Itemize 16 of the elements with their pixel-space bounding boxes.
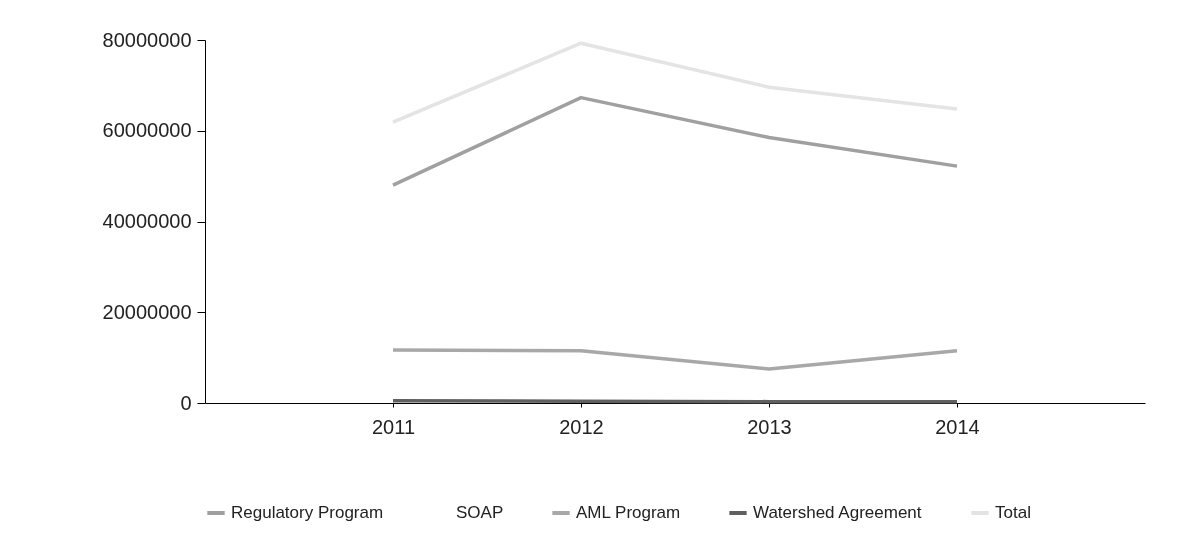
x-tick-label: 2014 [935, 415, 980, 438]
y-tick-label: 0 [180, 391, 192, 414]
y-tick-label: 20000000 [102, 300, 192, 323]
x-tick-label: 2013 [747, 415, 792, 438]
legend-label: Watershed Agreement [753, 503, 922, 522]
line-series [391, 41, 959, 124]
x-tick-label: 2012 [559, 415, 604, 438]
y-tick-label: 80000000 [102, 28, 192, 51]
y-tick-label: 60000000 [102, 119, 192, 142]
legend-label: AML Program [576, 503, 681, 522]
line-series [391, 95, 959, 187]
legend-label: Total [995, 503, 1031, 522]
text: SOAP [456, 503, 504, 522]
x-tick-label: 2011 [371, 415, 416, 438]
y-tick-label: 40000000 [102, 210, 192, 232]
legend-label: Regulatory Program [231, 503, 384, 522]
